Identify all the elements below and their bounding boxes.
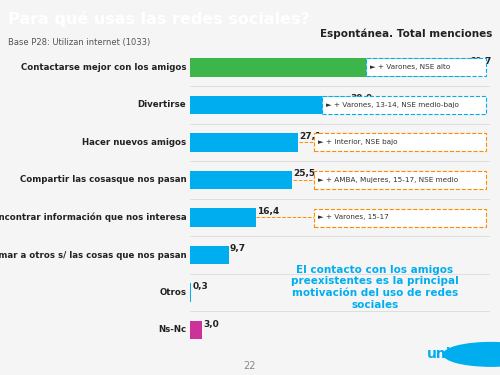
Text: ► + Varones, 13-14, NSE medio-bajo: ► + Varones, 13-14, NSE medio-bajo — [326, 102, 459, 108]
Circle shape — [444, 343, 500, 366]
Text: 16,4: 16,4 — [257, 207, 279, 216]
Text: ► + AMBA, Mujeres, 15-17, NSE medio: ► + AMBA, Mujeres, 15-17, NSE medio — [318, 177, 458, 183]
Text: Divertirse: Divertirse — [138, 100, 186, 109]
FancyBboxPatch shape — [314, 171, 486, 189]
FancyBboxPatch shape — [314, 134, 486, 152]
Bar — [190, 208, 256, 227]
Text: Base P28: Utilizan internet (1033): Base P28: Utilizan internet (1033) — [8, 38, 150, 47]
Text: 9,7: 9,7 — [230, 244, 246, 254]
Text: 39,9: 39,9 — [351, 94, 373, 104]
Text: Espontánea. Total menciones: Espontánea. Total menciones — [320, 29, 492, 39]
FancyBboxPatch shape — [322, 96, 486, 114]
Text: Para qué usas las redes sociales?: Para qué usas las redes sociales? — [8, 10, 309, 27]
Bar — [190, 133, 298, 152]
Text: Hacer nuevos amigos: Hacer nuevos amigos — [82, 138, 186, 147]
Text: ► + Varones, NSE alto: ► + Varones, NSE alto — [370, 64, 450, 70]
Text: 3,0: 3,0 — [203, 320, 219, 328]
Text: Ns-Nc: Ns-Nc — [158, 326, 186, 334]
Text: unicef: unicef — [426, 347, 475, 362]
Text: El contacto con los amigos
preexistentes es la principal
motivación del uso de r: El contacto con los amigos preexistentes… — [291, 265, 459, 310]
Text: Compartir las cosasque nos pasan: Compartir las cosasque nos pasan — [20, 176, 186, 184]
Text: ► + Varones, 15-17: ► + Varones, 15-17 — [318, 214, 389, 220]
Bar — [190, 321, 202, 339]
Bar — [190, 246, 229, 264]
Text: Informar a otros s/ las cosas que nos pasan: Informar a otros s/ las cosas que nos pa… — [0, 251, 186, 260]
Text: Buscar-encontrar información que nos interesa: Buscar-encontrar información que nos int… — [0, 213, 186, 222]
Text: Contactarse mejor con los amigos: Contactarse mejor con los amigos — [20, 63, 186, 72]
Bar — [190, 283, 191, 302]
Text: 🌐: 🌐 — [488, 350, 494, 359]
Text: 25,5: 25,5 — [293, 170, 316, 178]
Text: 0,3: 0,3 — [192, 282, 208, 291]
Bar — [190, 96, 350, 114]
FancyBboxPatch shape — [366, 58, 486, 76]
Text: ► + Interior, NSE bajo: ► + Interior, NSE bajo — [318, 140, 398, 146]
Text: 22: 22 — [244, 361, 256, 371]
FancyBboxPatch shape — [314, 209, 486, 226]
Text: Otros: Otros — [159, 288, 186, 297]
Text: 69,7: 69,7 — [470, 57, 492, 66]
Bar — [190, 171, 292, 189]
Text: 27,1: 27,1 — [300, 132, 322, 141]
Bar — [190, 58, 469, 77]
